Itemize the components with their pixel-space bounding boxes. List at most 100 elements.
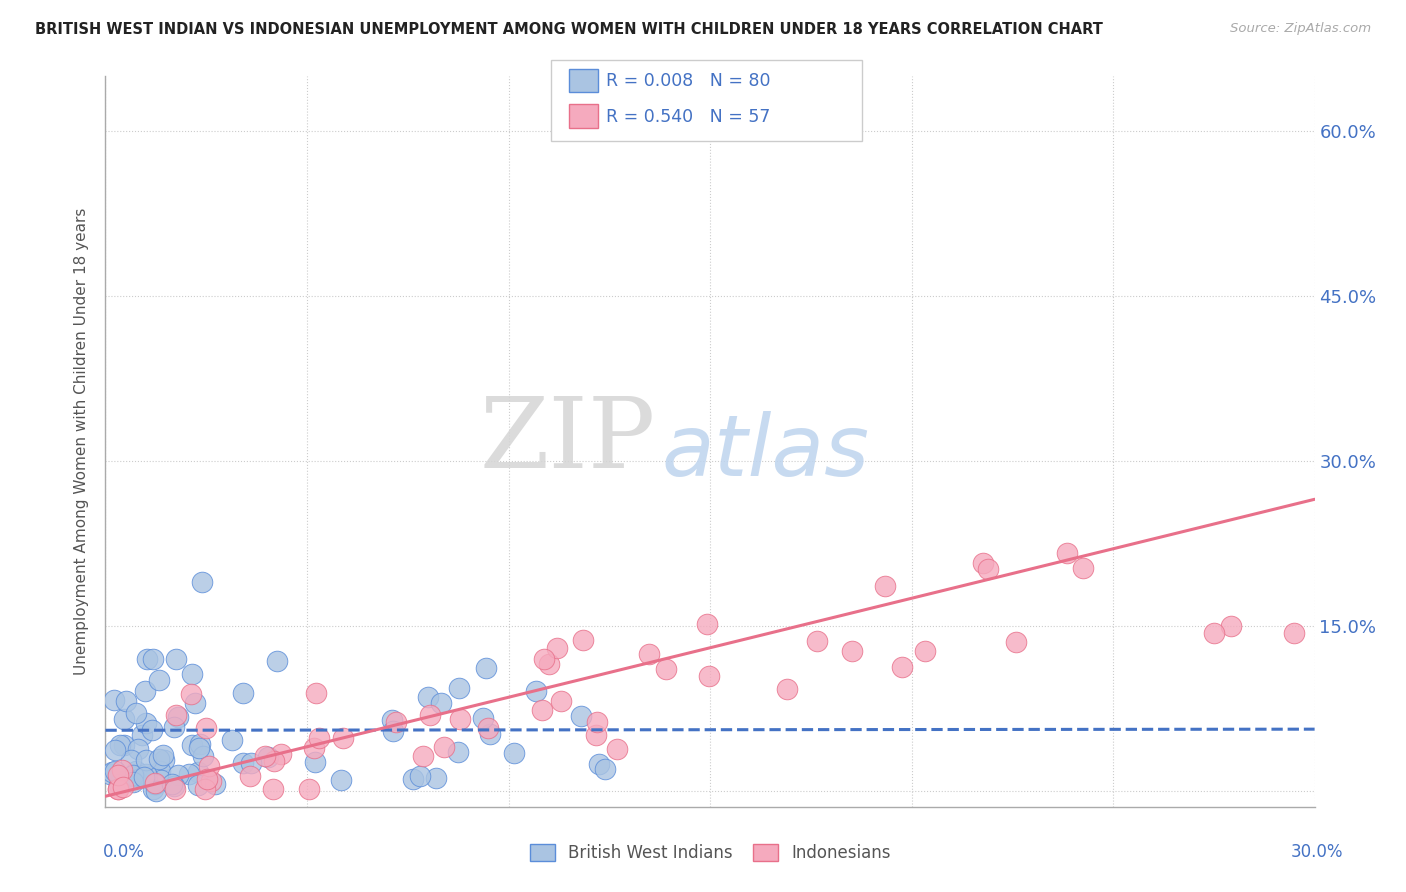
Point <box>194 781 217 796</box>
Point <box>125 764 148 779</box>
Point <box>143 775 166 789</box>
Point <box>238 769 260 783</box>
Point <box>143 776 166 790</box>
Point <box>537 657 560 672</box>
Point <box>569 708 592 723</box>
Point <box>188 741 211 756</box>
Point <box>136 652 159 666</box>
Point <box>195 772 218 786</box>
Point <box>98 767 121 781</box>
Point <box>266 654 288 668</box>
Point <box>841 644 863 658</box>
Text: R = 0.008   N = 80: R = 0.008 N = 80 <box>606 72 770 90</box>
Text: 0.0%: 0.0% <box>103 843 145 861</box>
Point <box>221 733 243 747</box>
Point <box>200 774 222 789</box>
Point <box>1284 626 1306 640</box>
Point <box>204 777 226 791</box>
Point <box>270 747 292 761</box>
Point <box>972 556 994 570</box>
Point <box>162 777 184 791</box>
Point <box>101 765 124 780</box>
Point <box>180 688 202 702</box>
Point <box>530 703 553 717</box>
Point <box>699 669 721 683</box>
Point <box>533 651 555 665</box>
Point <box>149 773 172 788</box>
Point <box>107 781 129 796</box>
Point <box>107 767 129 781</box>
Point <box>103 743 125 757</box>
Point <box>181 738 204 752</box>
Point <box>188 737 211 751</box>
Point <box>127 742 149 756</box>
Point <box>118 769 141 783</box>
Point <box>108 739 131 753</box>
Point <box>122 774 145 789</box>
Point <box>163 721 186 735</box>
Point <box>180 666 202 681</box>
Point <box>385 714 408 729</box>
Point <box>257 750 280 764</box>
Y-axis label: Unemployment Among Women with Children Under 18 years: Unemployment Among Women with Children U… <box>75 208 90 675</box>
Point <box>381 713 404 727</box>
Point <box>546 641 568 656</box>
Point <box>191 749 214 764</box>
Point <box>107 781 129 796</box>
Point <box>524 684 547 698</box>
Point <box>655 662 678 676</box>
Point <box>141 723 163 738</box>
Point <box>165 707 187 722</box>
Point <box>408 769 430 783</box>
Point <box>187 764 209 779</box>
Point <box>550 694 572 708</box>
Legend: British West Indians, Indonesians: British West Indians, Indonesians <box>523 837 897 869</box>
Point <box>152 753 174 767</box>
Point <box>304 756 326 770</box>
Point <box>166 709 188 723</box>
Point <box>148 673 170 687</box>
Text: 30.0%: 30.0% <box>1291 843 1343 861</box>
Text: ZIP: ZIP <box>479 393 655 490</box>
Point <box>112 780 135 794</box>
Point <box>165 781 187 796</box>
Point <box>449 712 471 726</box>
Point <box>163 780 186 794</box>
Point <box>263 754 285 768</box>
Point <box>502 746 524 760</box>
Point <box>115 694 138 708</box>
Point <box>253 748 276 763</box>
Point <box>449 681 471 695</box>
Point <box>382 724 405 739</box>
Point <box>1071 560 1094 574</box>
Text: BRITISH WEST INDIAN VS INDONESIAN UNEMPLOYMENT AMONG WOMEN WITH CHILDREN UNDER 1: BRITISH WEST INDIAN VS INDONESIAN UNEMPL… <box>35 22 1104 37</box>
Point <box>696 617 718 632</box>
Text: R = 0.540   N = 57: R = 0.540 N = 57 <box>606 108 770 126</box>
Point <box>572 633 595 648</box>
Point <box>197 759 219 773</box>
Point <box>1005 635 1028 649</box>
Point <box>472 711 495 725</box>
Text: atlas: atlas <box>662 411 870 494</box>
Point <box>179 766 201 780</box>
Point <box>131 728 153 742</box>
Point <box>165 652 187 666</box>
Point <box>103 693 125 707</box>
Point <box>593 762 616 776</box>
Point <box>302 740 325 755</box>
Point <box>135 715 157 730</box>
Point <box>122 769 145 783</box>
Point <box>419 707 441 722</box>
Point <box>308 731 330 745</box>
Point <box>120 753 142 767</box>
Point <box>1056 546 1078 560</box>
Point <box>262 781 284 796</box>
Point <box>121 768 143 782</box>
Point <box>977 562 1000 576</box>
Point <box>135 753 157 767</box>
Point <box>131 770 153 784</box>
Point <box>588 756 610 771</box>
Text: Source: ZipAtlas.com: Source: ZipAtlas.com <box>1230 22 1371 36</box>
Point <box>112 739 135 753</box>
Point <box>433 739 456 754</box>
